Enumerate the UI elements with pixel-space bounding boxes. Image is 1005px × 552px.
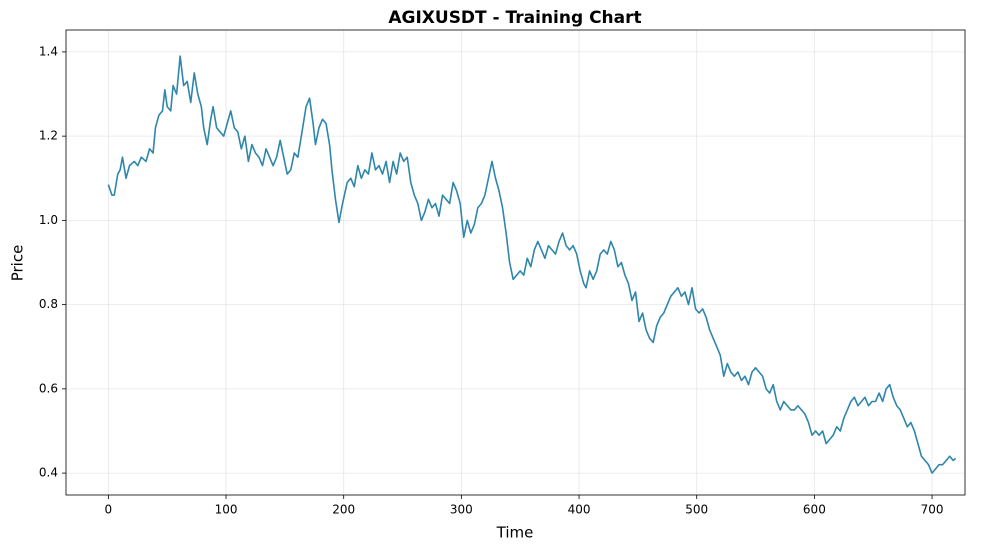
x-tick-label: 600 <box>803 503 826 517</box>
x-tick-label: 0 <box>105 503 113 517</box>
y-tick-label: 0.6 <box>39 381 58 395</box>
y-axis-label: Price <box>9 245 27 282</box>
y-tick-label: 0.4 <box>39 466 58 480</box>
y-tick-label: 1.4 <box>39 44 58 58</box>
price-line <box>107 55 957 474</box>
y-tick-label: 1.2 <box>39 129 58 143</box>
x-tick-label: 300 <box>450 503 473 517</box>
y-tick-label: 1.0 <box>39 213 58 227</box>
x-tick-label: 200 <box>332 503 355 517</box>
x-axis-label: Time <box>496 524 534 542</box>
chart-title: AGIXUSDT - Training Chart <box>388 8 641 28</box>
x-tick-label: 400 <box>568 503 591 517</box>
x-tick-label: 500 <box>685 503 708 517</box>
plot-frame <box>65 29 966 496</box>
x-tick-label: 100 <box>215 503 238 517</box>
y-tick-label: 0.8 <box>39 297 58 311</box>
x-tick-label: 700 <box>921 503 944 517</box>
